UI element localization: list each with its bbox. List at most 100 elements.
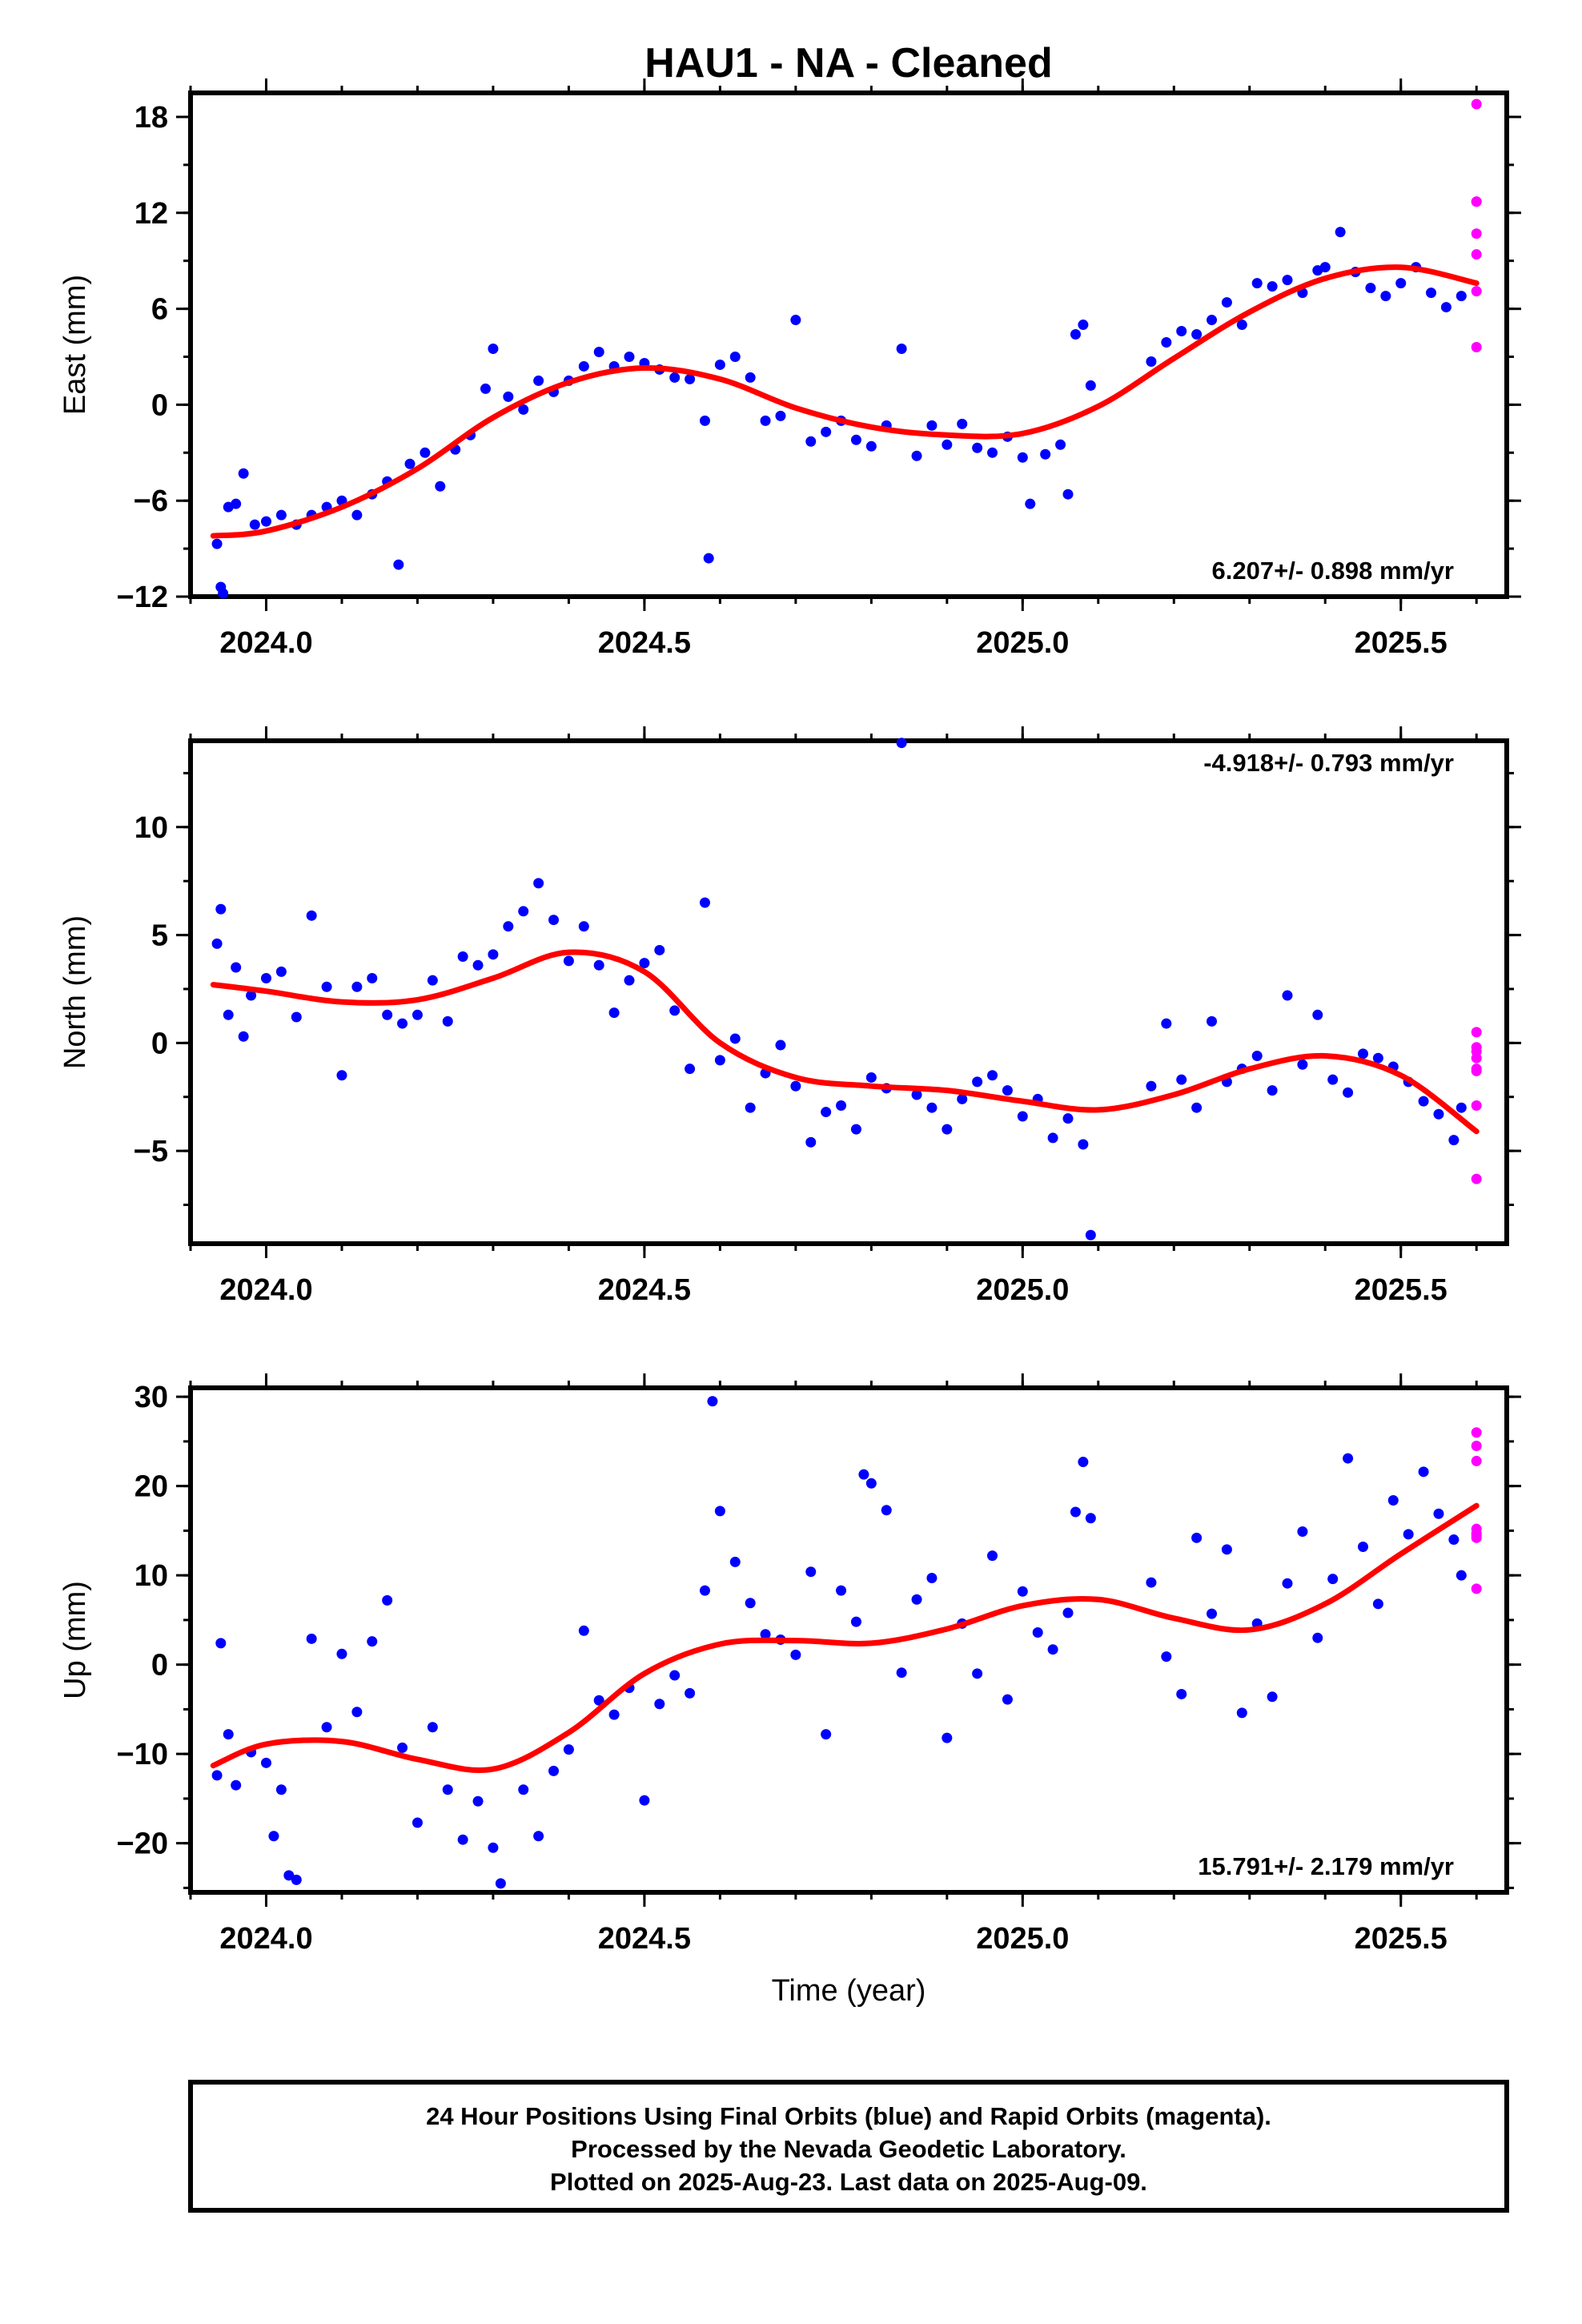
east-plot-frame <box>188 90 1509 599</box>
east-final-point <box>1365 283 1376 294</box>
east-final-point <box>533 375 544 386</box>
up-rapid-points <box>1471 1427 1482 1594</box>
north-panel: −5 0 5 10 2024.0 2024.5 2025.0 2025.5 North (mm)… <box>58 726 1521 1307</box>
north-final-point <box>472 959 484 971</box>
up-final-point <box>1372 1598 1383 1610</box>
east-final-point <box>911 450 922 461</box>
east-panel: −12 −6 0 6 12 18 2024.0 2024.5 2025.0 2025.5 East … <box>58 78 1521 660</box>
east-final-point <box>790 315 801 326</box>
north-final-point <box>865 1072 877 1083</box>
up-final-point <box>351 1707 363 1718</box>
up-final-point <box>1357 1541 1368 1552</box>
up-final-point <box>306 1633 317 1644</box>
east-final-point <box>1025 498 1036 509</box>
up-final-point <box>593 1695 604 1706</box>
up-x-tick-label: 2024.5 <box>598 1922 691 1956</box>
up-final-point <box>1387 1494 1399 1506</box>
east-rapid-point <box>1471 228 1482 239</box>
north-plot-frame <box>188 738 1509 1246</box>
north-final-point <box>488 949 499 960</box>
up-final-point <box>608 1709 620 1720</box>
east-rapid-points <box>1471 99 1482 352</box>
up-final-point <box>881 1505 892 1516</box>
up-final-point <box>260 1757 271 1768</box>
east-final-point <box>1078 320 1089 331</box>
north-final-point <box>987 1070 998 1081</box>
east-final-point <box>821 426 832 437</box>
up-final-point <box>231 1779 242 1791</box>
north-final-point <box>1282 990 1293 1001</box>
east-final-point <box>669 372 681 383</box>
north-final-point <box>231 962 242 973</box>
up-final-point <box>336 1648 347 1659</box>
east-final-point <box>760 415 771 426</box>
north-final-point <box>836 1100 847 1112</box>
east-final-point <box>775 410 786 421</box>
north-final-point <box>1343 1087 1354 1098</box>
up-final-point <box>1448 1534 1460 1546</box>
up-final-point <box>729 1556 741 1567</box>
east-final-point <box>393 559 404 570</box>
east-final-point <box>1456 291 1467 302</box>
north-final-point <box>685 1063 696 1075</box>
north-rapid-point <box>1471 1100 1482 1112</box>
north-final-point <box>850 1124 861 1135</box>
east-final-point <box>805 436 817 447</box>
east-final-point <box>1176 326 1187 337</box>
east-final-point <box>249 519 260 530</box>
up-final-point <box>805 1566 817 1578</box>
figure-title: HAU1 - NA - Cleaned <box>644 40 1052 86</box>
north-final-point <box>729 1033 741 1044</box>
up-final-point <box>548 1765 560 1776</box>
east-final-point <box>850 434 861 445</box>
up-final-point <box>850 1616 861 1627</box>
north-x-tick-label: 2024.5 <box>598 1273 691 1307</box>
up-final-point <box>1191 1532 1203 1543</box>
up-final-point <box>1070 1506 1081 1518</box>
up-final-points <box>211 1396 1467 1889</box>
up-final-point <box>1161 1651 1172 1663</box>
east-final-point <box>211 538 223 549</box>
east-final-point <box>218 588 229 599</box>
up-final-point <box>714 1506 725 1517</box>
east-x-tick-label: 2024.5 <box>598 626 691 660</box>
north-final-point <box>1448 1135 1460 1146</box>
east-x-tick-label: 2024.0 <box>219 626 312 660</box>
north-final-point <box>1297 1059 1308 1070</box>
up-final-point <box>457 1834 468 1845</box>
up-model-fit-line <box>210 1502 1480 1774</box>
east-final-point <box>404 458 416 469</box>
north-final-point <box>821 1107 832 1118</box>
east-rate-label: 6.207+/- 0.898 mm/yr <box>1212 557 1454 585</box>
up-final-point <box>283 1870 295 1881</box>
north-final-point <box>412 1009 423 1020</box>
east-final-point <box>1335 227 1346 238</box>
up-final-point <box>215 1638 227 1649</box>
east-rapid-point <box>1471 341 1482 352</box>
north-final-point <box>1146 1080 1157 1092</box>
east-final-point <box>1282 275 1293 286</box>
up-final-point <box>275 1784 287 1795</box>
north-y-tick-label: −5 <box>134 1135 168 1168</box>
east-final-point <box>1236 320 1247 331</box>
up-final-point <box>1176 1688 1187 1699</box>
east-final-point <box>231 498 242 509</box>
east-final-point <box>703 553 714 564</box>
up-final-point <box>699 1585 710 1596</box>
up-rapid-point <box>1471 1440 1482 1451</box>
north-final-point <box>805 1136 817 1148</box>
north-final-point <box>1433 1108 1444 1120</box>
east-final-point <box>987 447 998 458</box>
up-final-point <box>488 1842 499 1853</box>
east-final-point <box>714 359 725 370</box>
up-y-tick-label: −20 <box>117 1827 168 1861</box>
up-rapid-point <box>1471 1532 1482 1543</box>
east-final-point <box>260 516 271 527</box>
north-final-point <box>548 915 560 926</box>
east-model-fit-line <box>210 264 1480 539</box>
up-final-point <box>865 1478 877 1489</box>
north-final-point <box>926 1102 938 1113</box>
north-x-tick-label: 2024.0 <box>219 1273 312 1307</box>
east-final-point <box>1251 278 1263 289</box>
